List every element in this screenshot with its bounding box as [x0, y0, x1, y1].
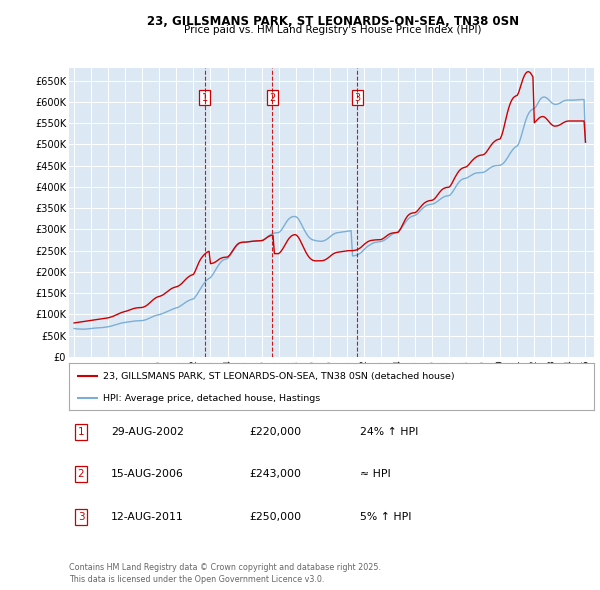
- Text: 1: 1: [77, 427, 85, 437]
- Text: 3: 3: [77, 512, 85, 522]
- Text: Contains HM Land Registry data © Crown copyright and database right 2025.
This d: Contains HM Land Registry data © Crown c…: [69, 563, 381, 584]
- Text: 12-AUG-2011: 12-AUG-2011: [111, 512, 184, 522]
- Text: 24% ↑ HPI: 24% ↑ HPI: [360, 427, 418, 437]
- Text: 29-AUG-2002: 29-AUG-2002: [111, 427, 184, 437]
- Text: 1: 1: [202, 93, 208, 103]
- Text: 23, GILLSMANS PARK, ST LEONARDS-ON-SEA, TN38 0SN: 23, GILLSMANS PARK, ST LEONARDS-ON-SEA, …: [147, 15, 519, 28]
- Text: £220,000: £220,000: [249, 427, 301, 437]
- Text: £250,000: £250,000: [249, 512, 301, 522]
- Text: 23, GILLSMANS PARK, ST LEONARDS-ON-SEA, TN38 0SN (detached house): 23, GILLSMANS PARK, ST LEONARDS-ON-SEA, …: [103, 372, 455, 381]
- Text: £243,000: £243,000: [249, 470, 301, 479]
- Text: ≈ HPI: ≈ HPI: [360, 470, 391, 479]
- Text: Price paid vs. HM Land Registry's House Price Index (HPI): Price paid vs. HM Land Registry's House …: [184, 25, 482, 35]
- Text: 3: 3: [355, 93, 361, 103]
- Text: HPI: Average price, detached house, Hastings: HPI: Average price, detached house, Hast…: [103, 394, 320, 403]
- Text: 2: 2: [269, 93, 275, 103]
- Text: 2: 2: [77, 470, 85, 479]
- Text: 15-AUG-2006: 15-AUG-2006: [111, 470, 184, 479]
- Text: 5% ↑ HPI: 5% ↑ HPI: [360, 512, 412, 522]
